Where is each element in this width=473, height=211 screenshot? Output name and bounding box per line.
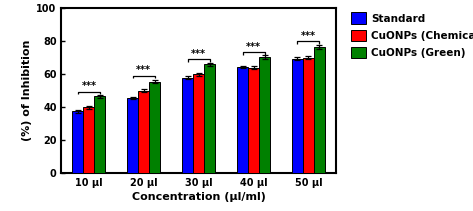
Y-axis label: (%) of Inhibition: (%) of Inhibition (22, 40, 32, 141)
Text: ***: *** (136, 65, 151, 75)
Bar (149, 82, 160, 173)
Bar (248, 68, 259, 173)
Bar (204, 64, 215, 173)
Bar (182, 78, 193, 173)
Bar (193, 74, 204, 173)
Bar (83, 107, 95, 173)
Text: ***: *** (301, 31, 316, 41)
Bar (292, 59, 303, 173)
Bar (303, 58, 314, 173)
Bar (95, 96, 105, 173)
Bar (259, 57, 270, 173)
Bar (314, 47, 325, 173)
Bar (138, 91, 149, 173)
X-axis label: Concentration (μl/ml): Concentration (μl/ml) (131, 192, 266, 202)
Text: ***: *** (246, 42, 261, 51)
Text: ***: *** (81, 81, 96, 91)
Text: ***: *** (191, 49, 206, 59)
Bar (237, 67, 248, 173)
Legend: Standard, CuONPs (Chemical), CuONPs (Green): Standard, CuONPs (Chemical), CuONPs (Gre… (349, 10, 473, 60)
Bar (72, 111, 83, 173)
Bar (127, 98, 138, 173)
